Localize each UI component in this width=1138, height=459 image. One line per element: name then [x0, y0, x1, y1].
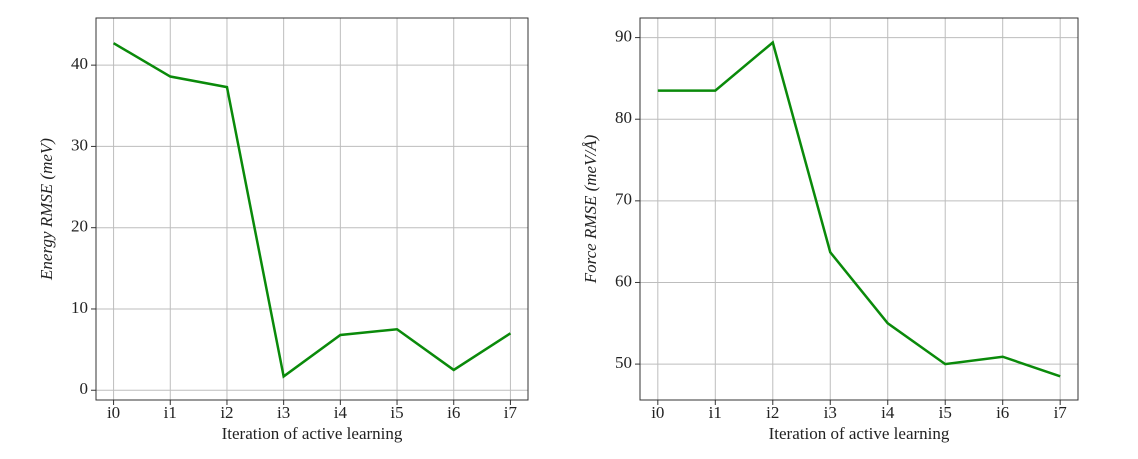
x-tick-label: i5 [390, 403, 403, 422]
y-tick-label: 70 [615, 190, 632, 209]
x-tick-label: i2 [220, 403, 233, 422]
x-tick-label: i3 [824, 403, 837, 422]
y-tick-label: 30 [71, 135, 88, 154]
x-tick-label: i3 [277, 403, 290, 422]
y-tick-label: 20 [71, 217, 88, 236]
plot-frame [95, 17, 529, 401]
y-tick-label: 90 [615, 26, 632, 45]
y-axis-label: Energy RMSE (meV) [37, 138, 56, 281]
x-axis-label: Iteration of active learning [222, 424, 403, 443]
y-tick-label: 50 [615, 353, 632, 372]
x-tick-label: i7 [504, 403, 518, 422]
x-axis-label: Iteration of active learning [769, 424, 950, 443]
x-tick-label: i4 [334, 403, 348, 422]
y-tick-label: 60 [615, 271, 632, 290]
x-tick-label: i0 [651, 403, 664, 422]
x-tick-label: i5 [939, 403, 952, 422]
x-tick-label: i1 [709, 403, 722, 422]
x-tick-label: i7 [1054, 403, 1068, 422]
x-tick-label: i4 [881, 403, 895, 422]
x-tick-label: i6 [447, 403, 460, 422]
data-line [657, 40, 1061, 378]
x-tick-label: i2 [766, 403, 779, 422]
y-tick-label: 10 [71, 298, 88, 317]
y-axis-label: Force RMSE (meV/Å) [581, 134, 600, 284]
x-tick-label: i1 [164, 403, 177, 422]
data-line [112, 42, 512, 379]
x-tick-label: i6 [996, 403, 1009, 422]
y-tick-label: 0 [80, 379, 89, 398]
x-tick-label: i0 [107, 403, 120, 422]
plot-frame [639, 17, 1079, 401]
y-tick-label: 40 [71, 54, 88, 73]
y-tick-label: 80 [615, 108, 632, 127]
